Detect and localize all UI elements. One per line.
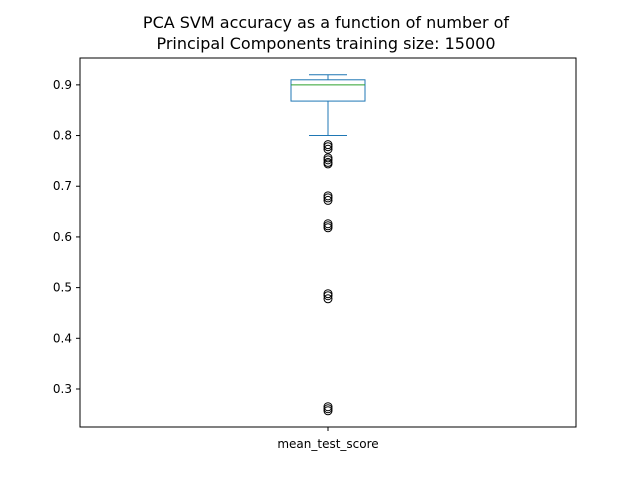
outlier-point: [323, 142, 333, 152]
interquartile-box: [290, 79, 366, 102]
y-tick-label: 0.5: [53, 281, 72, 295]
box-series: [290, 74, 366, 416]
outlier-point: [323, 140, 333, 150]
y-tick-label: 0.7: [53, 179, 72, 193]
outlier-point: [323, 223, 333, 233]
chart-title-line-1: PCA SVM accuracy as a function of number…: [143, 13, 510, 32]
outlier-point: [323, 221, 333, 231]
y-tick-label: 0.4: [53, 331, 72, 345]
x-axis: mean_test_score: [277, 427, 379, 451]
outlier-point: [323, 291, 333, 301]
outlier-point: [323, 404, 333, 414]
y-axis: 0.3 0.4 0.5 0.6 0.7 0.8 0.9: [53, 78, 80, 396]
y-tick-label: 0.9: [53, 78, 72, 92]
outlier-point: [323, 144, 333, 154]
y-tick-label: 0.3: [53, 382, 72, 396]
chart-title: PCA SVM accuracy as a function of number…: [143, 13, 510, 53]
y-tick-label: 0.6: [53, 230, 72, 244]
y-tick-label: 0.8: [53, 129, 72, 143]
outlier-point: [323, 195, 333, 205]
outlier-point: [323, 193, 333, 203]
outlier-point: [323, 294, 333, 304]
x-tick-label: mean_test_score: [277, 437, 378, 451]
chart-title-line-2: Principal Components training size: 1500…: [156, 34, 495, 53]
outlier-point: [323, 191, 333, 201]
outlier-point: [323, 155, 333, 165]
outlier-point: [323, 159, 333, 169]
outlier-point: [323, 406, 333, 416]
